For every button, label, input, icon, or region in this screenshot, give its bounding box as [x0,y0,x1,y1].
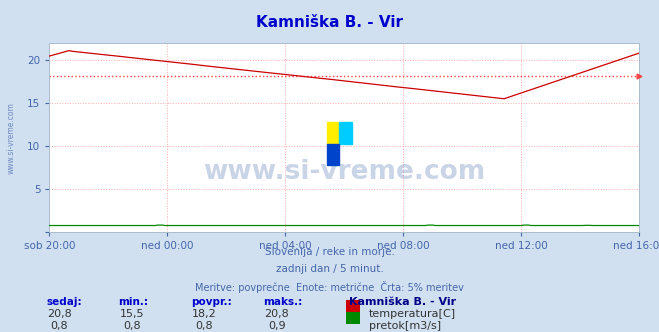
Bar [327,144,339,165]
Text: Kamniška B. - Vir: Kamniška B. - Vir [349,297,457,307]
Text: 0,8: 0,8 [51,321,68,331]
Text: 15,5: 15,5 [119,309,144,319]
Bar [339,122,352,144]
Text: min.:: min.: [119,297,149,307]
Text: 0,8: 0,8 [196,321,213,331]
Text: maks.:: maks.: [264,297,303,307]
Text: 18,2: 18,2 [192,309,217,319]
Text: 20,8: 20,8 [264,309,289,319]
Bar [327,122,339,144]
Text: www.si-vreme.com: www.si-vreme.com [203,159,486,185]
Text: pretok[m3/s]: pretok[m3/s] [369,321,441,331]
Text: 20,8: 20,8 [47,309,72,319]
Text: www.si-vreme.com: www.si-vreme.com [7,102,16,174]
Text: zadnji dan / 5 minut.: zadnji dan / 5 minut. [275,264,384,274]
Text: povpr.:: povpr.: [191,297,232,307]
Text: Slovenija / reke in morje.: Slovenija / reke in morje. [264,247,395,257]
Text: 0,8: 0,8 [123,321,140,331]
Text: 0,9: 0,9 [268,321,285,331]
Text: temperatura[C]: temperatura[C] [369,309,456,319]
Text: Kamniška B. - Vir: Kamniška B. - Vir [256,15,403,30]
Text: sedaj:: sedaj: [46,297,82,307]
Text: Meritve: povprečne  Enote: metrične  Črta: 5% meritev: Meritve: povprečne Enote: metrične Črta:… [195,281,464,292]
